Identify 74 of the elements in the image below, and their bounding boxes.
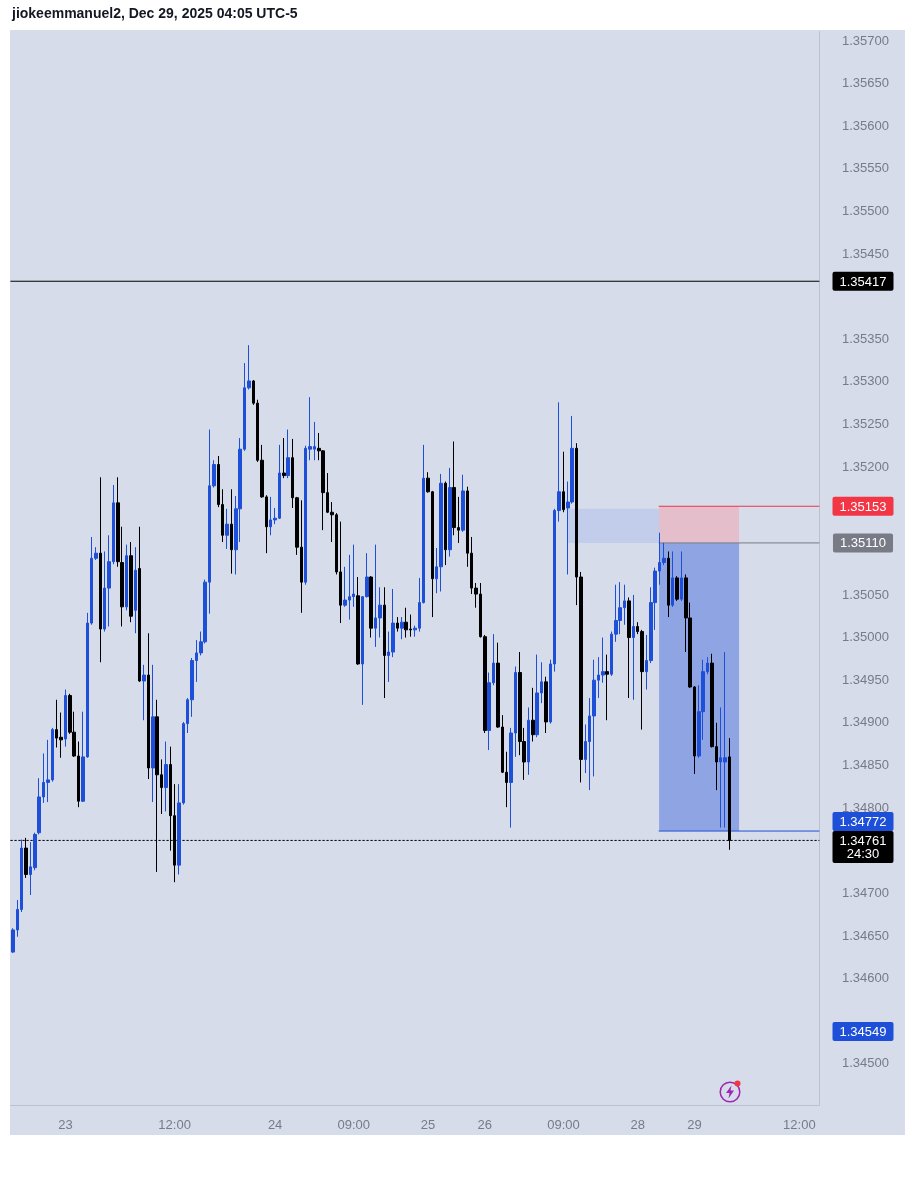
y-tick-label: 1.35500 [842, 203, 889, 218]
text: 1.34549 [839, 1024, 887, 1039]
y-tick-label: 1.34900 [842, 714, 889, 730]
candlestick [671, 550, 674, 608]
y-tick-label: 1.35700 [842, 32, 889, 48]
ref-line-label: 1.35110 [839, 535, 887, 551]
candlestick [531, 687, 535, 743]
candlestick [134, 546, 137, 634]
candlestick [99, 476, 102, 663]
x-tick-label: 25 [420, 1116, 436, 1132]
y-tick-label: 1.34850 [842, 757, 889, 773]
candlestick [138, 526, 141, 683]
candlestick [444, 481, 447, 566]
y-tick-label: 1.35300 [842, 373, 889, 389]
ref-line-label: 1.34772 [839, 813, 887, 829]
x-tick-label: 24 [267, 1116, 283, 1132]
candlestick [562, 451, 565, 513]
x-tick-label: 29 [687, 1116, 702, 1132]
x-tick-label: 12:00 [158, 1116, 191, 1132]
candlestick [230, 488, 233, 575]
ref-line-label: 1.35153 [839, 498, 887, 514]
candlestick [282, 437, 286, 479]
ref-line-label: 1.35417 [839, 273, 887, 289]
candlestick [527, 706, 530, 776]
candlestick [544, 676, 548, 734]
y-tick-label: 1.34800 [842, 799, 889, 815]
y-tick-label: 1.35250 [842, 416, 889, 432]
candlestick [147, 632, 150, 780]
y-tick-label: 1.34700 [842, 884, 889, 900]
candlestick [286, 429, 290, 479]
x-tick-label: 09:00 [337, 1116, 371, 1132]
y-tick-label: 1.35600 [842, 117, 889, 133]
y-tick-label: 1.34650 [842, 927, 889, 943]
ref-line-label: 1.34761 24:30 [839, 832, 887, 861]
y-tick-label: 1.34500 [842, 1055, 889, 1071]
y-tick-label: 1.35050 [842, 586, 889, 602]
chart-title: jiokeemmanuel2, Dec 29, 2025 04:05 UTC-5 [12, 5, 298, 21]
y-tick-label: 1.34600 [842, 970, 889, 986]
candlestick [396, 616, 399, 633]
candlestick [667, 550, 670, 618]
candlestick [439, 473, 443, 593]
candlestick [64, 689, 67, 748]
candlestick [461, 474, 465, 533]
candlestick [605, 654, 609, 721]
candlestick [404, 607, 408, 639]
candlestick [356, 576, 360, 666]
y-tick-label: 1.35450 [842, 245, 889, 261]
y-tick-label: 1.35650 [842, 75, 889, 91]
y-tick-label: 1.35000 [842, 629, 889, 645]
candlestick [142, 664, 146, 721]
y-tick-label: 1.35550 [842, 160, 889, 176]
candlestick [129, 541, 133, 623]
candlestick [151, 664, 155, 803]
candlestick [627, 596, 631, 699]
candlestick [125, 544, 128, 611]
x-tick-label: 09:00 [547, 1116, 580, 1132]
candlestick [675, 575, 679, 602]
candlestick [723, 651, 727, 829]
candlestick [225, 508, 229, 550]
candlestick [680, 550, 683, 602]
x-tick-label: 26 [477, 1116, 493, 1132]
y-tick-label: 1.35200 [842, 458, 889, 474]
candlestick [383, 586, 386, 699]
x-tick-label: 23 [58, 1116, 73, 1132]
candlestick [632, 594, 635, 701]
x-tick-label: 28 [630, 1116, 645, 1132]
y-tick-label: 1.35350 [842, 330, 889, 346]
x-tick-label: 12:00 [783, 1116, 816, 1132]
candlestick [164, 741, 168, 812]
y-tick-label: 1.34950 [842, 671, 889, 687]
candlestick [400, 616, 404, 640]
candlestick [535, 654, 539, 738]
candlestick [448, 467, 452, 558]
candlestick [369, 575, 373, 639]
